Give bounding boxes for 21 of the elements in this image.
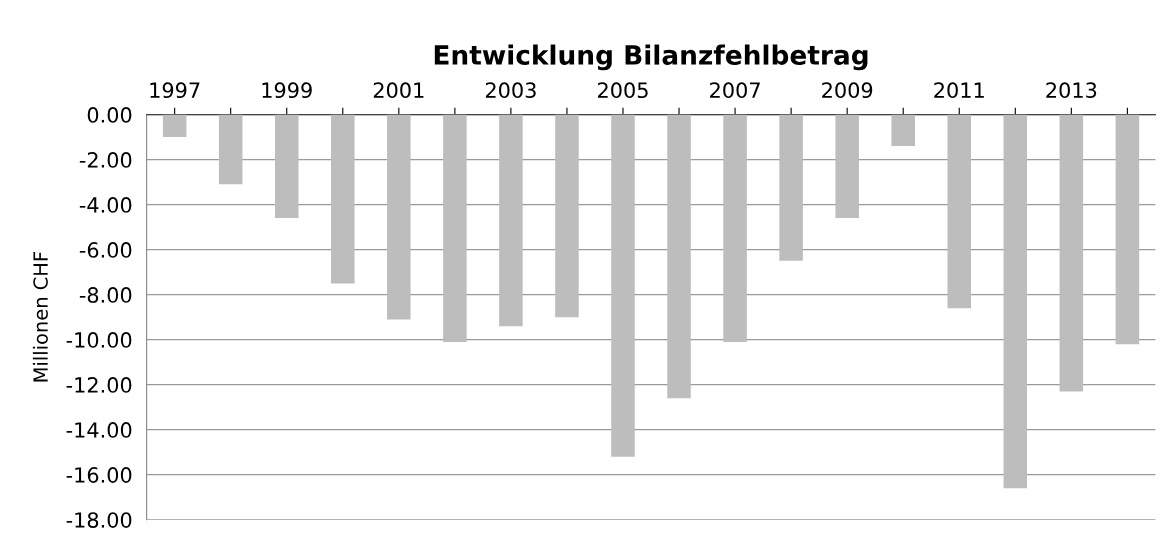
x-tick-label: 1997 [150,82,200,99]
y-tick-label: -2.00 [79,152,132,168]
x-tick-label: 2003 [485,82,536,99]
x-tick-label: 1999 [262,82,312,99]
y-tick-label: -4.00 [79,197,132,213]
y-axis-title: Millionen CHF [32,252,48,382]
x-tick-label: 2005 [598,82,648,99]
x-tick-label: 2013 [1046,82,1097,99]
x-tick-label: 2011 [934,82,984,99]
y-tick-label: 0.00 [87,107,132,123]
x-tick-label: 2009 [822,82,873,99]
y-tick-label: -18.00 [66,512,132,528]
x-tick-label: 2007 [710,82,760,99]
y-tick-label: -6.00 [79,242,132,258]
y-tick-label: -14.00 [66,422,132,438]
chart-title: Entwicklung Bilanzfehlbetrag [434,44,868,71]
y-tick-label: -16.00 [66,467,132,483]
y-tick-label: -8.00 [79,287,132,303]
y-tick-label: -12.00 [66,377,132,393]
y-tick-label: -10.00 [66,332,132,348]
x-tick-label: 2001 [373,82,424,99]
